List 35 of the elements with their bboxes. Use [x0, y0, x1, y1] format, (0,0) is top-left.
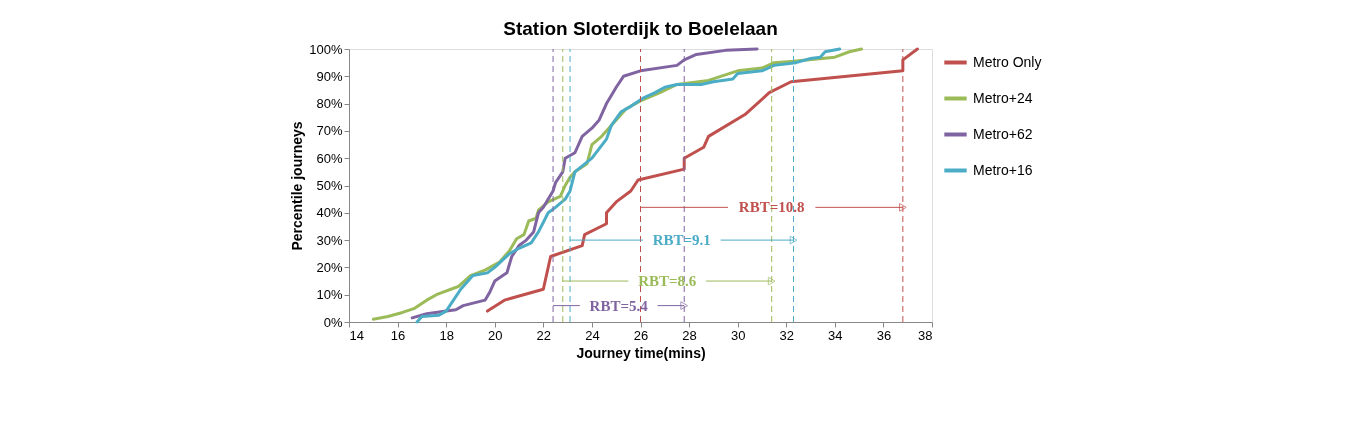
x-tick-label: 34	[828, 327, 843, 343]
x-tick-label: 26	[633, 327, 649, 343]
annotation: RBT=10.8	[738, 199, 805, 216]
x-tick-label: 38	[918, 327, 933, 343]
y-tick-label: 50%	[316, 178, 343, 193]
legend-label: Metro Only	[973, 53, 1042, 70]
x-axis-title: Journey time(mins)	[576, 344, 706, 361]
x-tick-label: 16	[390, 327, 406, 343]
y-tick-label: 80%	[316, 96, 343, 112]
x-tick-label: 14	[349, 327, 364, 343]
y-tick-label: 0%	[323, 314, 343, 330]
y-tick-label: 100%	[309, 41, 343, 57]
y-tick-label: 30%	[316, 232, 343, 248]
x-tick-label: 20	[488, 327, 503, 343]
annotation: RBT=5.4	[589, 297, 649, 314]
x-tick-label: 28	[682, 327, 697, 343]
y-tick-label: 70%	[316, 123, 343, 139]
legend-label: Metro+62	[973, 125, 1033, 142]
y-tick-label: 20%	[316, 259, 343, 275]
chart-title: Station Sloterdijk to Boelelaan	[503, 18, 778, 39]
annotation: RBT=8.6	[638, 273, 697, 290]
x-tick-label: 32	[779, 327, 794, 343]
y-axis-title: Percentile journeys	[289, 121, 306, 251]
annotation: RBT=9.1	[652, 232, 711, 249]
x-tick-label: 30	[730, 327, 746, 343]
y-tick-label: 10%	[316, 287, 343, 303]
x-tick-label: 36	[876, 327, 892, 343]
x-tick-label: 24	[585, 327, 600, 343]
x-tick-label: 22	[536, 327, 552, 343]
legend-label: Metro+24	[973, 89, 1033, 106]
y-tick-label: 90%	[316, 68, 343, 84]
y-tick-label: 40%	[316, 205, 343, 221]
legend-label: Metro+16	[973, 161, 1033, 178]
y-tick-label: 60%	[316, 150, 343, 166]
x-tick-label: 18	[439, 327, 454, 343]
